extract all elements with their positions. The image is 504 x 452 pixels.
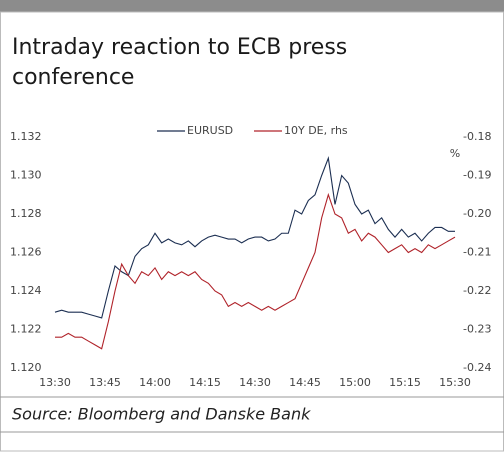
x-tick-label: 14:15 (189, 376, 221, 389)
y2-tick-label: -0.22 (463, 284, 491, 297)
x-tick-label: 14:45 (289, 376, 321, 389)
legend-label: 10Y DE, rhs (284, 124, 348, 137)
y-tick-label: 1.122 (10, 323, 42, 336)
series-line (55, 192, 456, 350)
y2-tick-label: -0.24 (463, 361, 491, 374)
y-tick-label: 1.120 (10, 361, 42, 374)
y2-tick-label: -0.21 (463, 246, 491, 259)
source: Source: Bloomberg and Danske Bank (12, 405, 311, 424)
x-tick-label: 13:30 (39, 376, 71, 389)
chart-title: Intraday reaction to ECB press conference (12, 35, 347, 90)
x-tick-label: 13:45 (89, 376, 121, 389)
series-line (54, 156, 455, 319)
title-line: conference (12, 65, 134, 90)
y-tick-label: 1.124 (10, 284, 42, 297)
y2-tick-label: -0.20 (463, 207, 491, 220)
x-tick-label: 15:00 (339, 376, 371, 389)
x-tick-label: 14:30 (239, 376, 271, 389)
y-tick-label: 1.132 (10, 130, 42, 143)
y-tick-label: 1.128 (10, 207, 42, 220)
x-tick-label: 15:15 (389, 376, 421, 389)
legend-label: EURUSD (187, 124, 233, 137)
top-bar (0, 0, 504, 12)
y-tick-label: 1.126 (10, 246, 42, 259)
x-tick-label: 14:00 (139, 376, 171, 389)
y2-tick-label: -0.23 (463, 323, 491, 336)
title-line: Intraday reaction to ECB press (12, 35, 347, 60)
y2-tick-label: -0.18 (463, 130, 491, 143)
y2-axis-label: % (450, 147, 460, 160)
x-tick-label: 15:30 (439, 376, 471, 389)
y-tick-label: 1.130 (10, 169, 42, 182)
y2-tick-label: -0.19 (463, 169, 491, 182)
